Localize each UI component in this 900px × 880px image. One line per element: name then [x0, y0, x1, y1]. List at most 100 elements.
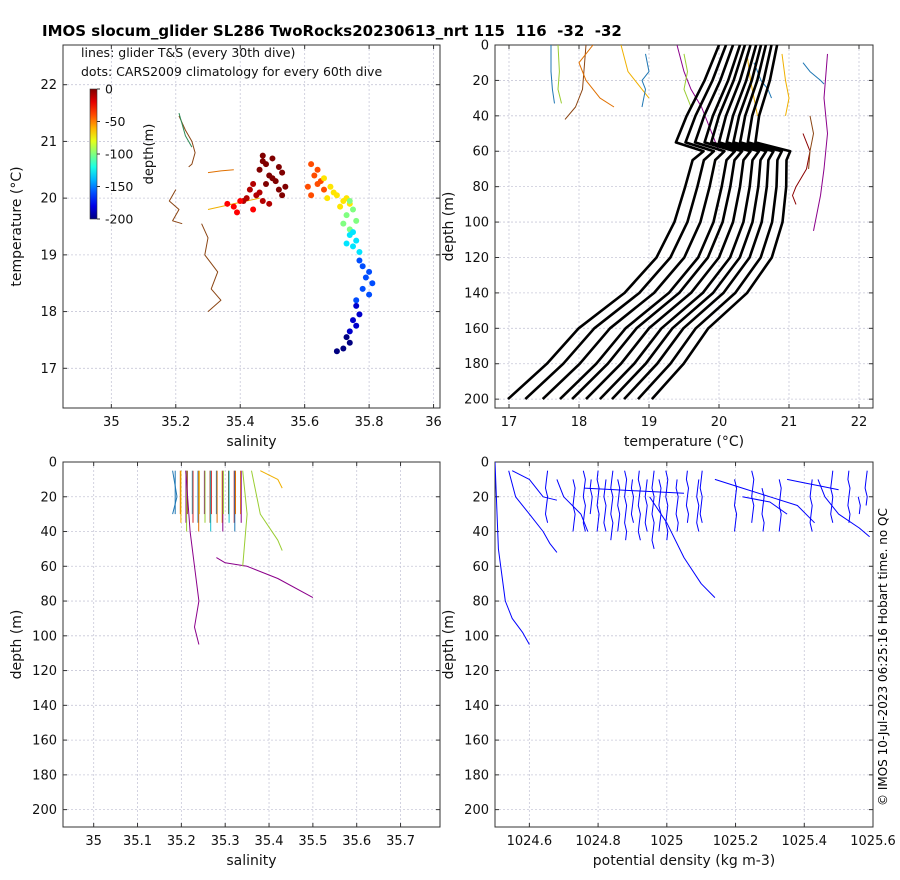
- ts-climatology-dot: [353, 302, 360, 309]
- density-glider-profile: [817, 479, 870, 538]
- density-vertical-profile: [734, 479, 738, 532]
- ts-climatology-dot: [356, 249, 363, 256]
- dens_depth-xtick-label: 1024.8: [575, 834, 621, 849]
- temp-glider-profile: [578, 45, 615, 108]
- density-vertical-profile: [830, 470, 834, 523]
- density-vertical-profile: [596, 470, 600, 532]
- density-vertical-profile: [778, 479, 782, 532]
- density-glider-profile: [787, 478, 839, 491]
- density-glider-profile: [508, 470, 558, 553]
- ts-climatology-dot: [266, 200, 273, 207]
- ts-climatology-dot: [356, 257, 363, 264]
- ts-climatology-dot: [350, 206, 356, 213]
- salinity-glider-profile: [251, 470, 283, 551]
- dens_depth-ytick-label: 160: [464, 734, 489, 749]
- ts-climatology-dot: [246, 186, 253, 193]
- colorbar-tick-label: -50: [105, 114, 125, 129]
- ts-climatology-dot: [269, 175, 276, 182]
- dens_depth-ytick-label: 180: [464, 768, 489, 783]
- density-vertical-profile: [617, 479, 621, 532]
- temp-climatology-profile: [559, 45, 742, 401]
- density-glider-profile: [556, 479, 589, 532]
- sal_depth-xtick-label: 35.5: [298, 834, 327, 849]
- dens_depth-xtick-label: 1025.2: [713, 834, 759, 849]
- ts-climatology-dot: [346, 339, 353, 346]
- dens_depth-ytick-label: 120: [464, 664, 489, 679]
- ts-climatology-dot: [256, 166, 263, 173]
- ts-climatology-dot: [366, 268, 373, 275]
- density-vertical-profile: [582, 470, 586, 532]
- ts-climatology-dot: [250, 206, 257, 213]
- ts-ytick-label: 19: [40, 248, 57, 263]
- ts-climatology-dot: [350, 317, 356, 324]
- density-depth-panel: 1024.6 1024.8 1025 1025.2 1025.4 1025.6 0 20 40 6…: [441, 456, 896, 870]
- dens_depth-marks: [495, 462, 870, 645]
- sal_depth-xtick-label: 35.7: [386, 834, 415, 849]
- ts-climatology-dot: [308, 192, 315, 199]
- ts-climatology-dot: [308, 161, 315, 168]
- temp_depth-ytick-label: 0: [481, 39, 489, 54]
- sal_depth-ytick-label: 140: [32, 699, 57, 714]
- sal_depth-ytick-label: 0: [49, 456, 57, 471]
- density-vertical-profile: [658, 479, 662, 532]
- density-vertical-profile: [572, 479, 576, 532]
- ts-climatology-dot: [343, 212, 350, 219]
- temp_depth-xtick-label: 21: [781, 415, 798, 430]
- ts-ytick-label: 17: [40, 362, 57, 377]
- figure-title: IMOS slocum_glider SL286 TwoRocks2023061…: [42, 22, 622, 40]
- ts-climatology-dot: [282, 183, 289, 190]
- ts-climatology-dot: [224, 200, 231, 207]
- ts-glider-line: [207, 169, 234, 174]
- ts-legend-line: dots: CARS2009 climatology for every 60t…: [81, 64, 382, 79]
- sal_depth-ytick-label: 120: [32, 664, 57, 679]
- ts-xtick-label: 35.6: [290, 415, 319, 430]
- ts-climatology-dot: [353, 297, 360, 304]
- ts-plot-area: [63, 45, 440, 408]
- salinity-glider-profile: [216, 557, 314, 599]
- ts-y-axis-label: temperature (°C): [9, 166, 25, 286]
- temp_depth-ytick-label: 60: [472, 145, 489, 160]
- ts-climatology-dot: [353, 322, 360, 329]
- dens_depth-y-axis-label: depth (m): [441, 610, 457, 680]
- ts-climatology-dot: [346, 197, 353, 204]
- ts-climatology-dot: [275, 163, 282, 170]
- sal_depth-x-axis-label: salinity: [226, 853, 276, 869]
- ts-climatology-dot: [256, 189, 263, 196]
- temp_depth-ytick-label: 180: [464, 357, 489, 372]
- sal_depth-plot-area: [63, 462, 440, 827]
- sal_depth-xtick-label: 35: [85, 834, 102, 849]
- temp-climatology-profile: [598, 45, 761, 401]
- sal_depth-marks: [172, 470, 314, 645]
- ts-xtick-label: 36: [425, 415, 442, 430]
- ts-climatology-dot: [250, 180, 257, 187]
- dens_depth-ytick-label: 20: [472, 490, 489, 505]
- temp-glider-profile: [792, 133, 811, 205]
- dens_depth-frame: [494, 461, 874, 828]
- temp_depth-y-axis-label: depth (m): [441, 192, 457, 262]
- ts-climatology-dot: [311, 172, 318, 179]
- temp-climatology-profile: [524, 45, 728, 401]
- ts-ytick-label: 22: [40, 78, 57, 93]
- dens_depth-ytick-label: 140: [464, 699, 489, 714]
- dens_depth-x-axis-label: potential density (kg m-3): [593, 853, 775, 869]
- sal_depth-y-axis-label: depth (m): [9, 610, 25, 680]
- temp_depth-ytick-label: 200: [464, 393, 489, 408]
- colorbar-label: depth(m): [142, 124, 157, 185]
- temp_depth-xtick-label: 19: [641, 415, 658, 430]
- ts-climatology-dot: [350, 243, 356, 250]
- ts-climatology-dot: [359, 285, 366, 292]
- salinity-glider-profile: [242, 470, 248, 567]
- dens_depth-ytick-label: 100: [464, 629, 489, 644]
- temp_depth-x-axis-label: temperature (°C): [624, 434, 744, 450]
- sal_depth-ytick-label: 40: [40, 525, 57, 540]
- ts-climatology-dot: [230, 203, 237, 210]
- density-vertical-profile: [665, 470, 669, 541]
- density-vertical-profile: [630, 479, 634, 523]
- ts-xtick-label: 35.4: [226, 415, 255, 430]
- density-glider-profile: [742, 496, 788, 515]
- density-vertical-profile: [685, 470, 689, 523]
- density-glider-profile: [495, 462, 530, 645]
- ts-climatology-dot: [259, 197, 266, 204]
- temp-climatology-profile: [585, 45, 752, 401]
- ts-climatology-dot: [304, 183, 311, 190]
